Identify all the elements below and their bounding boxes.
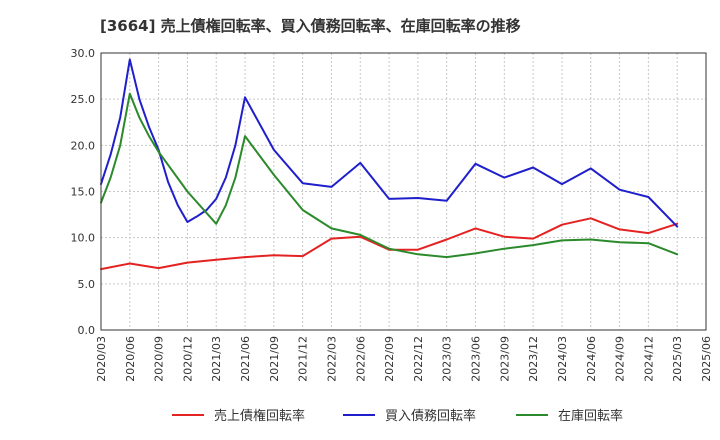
x-tick-label: 2024/06 xyxy=(585,336,598,382)
legend-label-1: 買入債務回転率 xyxy=(385,408,476,424)
x-tick-label: 2022/06 xyxy=(354,336,367,382)
x-tick-label: 2024/09 xyxy=(614,336,627,382)
x-tick-label: 2022/12 xyxy=(412,336,425,382)
x-tick-label: 2023/06 xyxy=(470,336,483,382)
y-tick-label: 5.0 xyxy=(78,278,96,291)
y-tick-label: 15.0 xyxy=(71,186,96,199)
y-tick-label: 30.0 xyxy=(71,47,96,60)
x-tick-label: 2024/03 xyxy=(556,336,569,382)
x-tick-label: 2023/09 xyxy=(498,336,511,382)
x-tick-label: 2021/09 xyxy=(268,336,281,382)
x-tick-label: 2021/06 xyxy=(239,336,252,382)
x-tick-label: 2023/12 xyxy=(527,336,540,382)
legend-label-0: 売上債権回転率 xyxy=(214,408,305,424)
x-tick-label: 2022/03 xyxy=(325,336,338,382)
x-tick-label: 2020/09 xyxy=(153,336,166,382)
x-axis: 2020/03 2020/06 2020/09 2020/12 2021/03 2021/… xyxy=(95,336,713,382)
x-tick-label: 2022/09 xyxy=(383,336,396,382)
legend: 売上債権回転率 買入債務回転率 在庫回転率 xyxy=(172,408,623,424)
x-tick-label: 2023/03 xyxy=(441,336,454,382)
series-line-2 xyxy=(100,92,679,259)
plot-frame xyxy=(100,52,707,331)
x-tick-label: 2020/06 xyxy=(124,336,137,382)
x-tick-label: 2021/03 xyxy=(210,336,223,382)
chart-title: [3664] 売上債権回転率、買入債務回転率、在庫回転率の推移 xyxy=(100,17,521,35)
x-tick-label: 2020/03 xyxy=(95,336,108,382)
y-tick-label: 25.0 xyxy=(71,93,96,106)
y-tick-label: 20.0 xyxy=(71,139,96,152)
x-tick-label: 2020/12 xyxy=(181,336,194,382)
series-lines xyxy=(100,58,679,271)
x-tick-label: 2025/06 xyxy=(700,336,713,382)
grid xyxy=(100,52,707,331)
y-tick-label: 0.0 xyxy=(78,324,96,337)
x-tick-label: 2021/12 xyxy=(297,336,310,382)
x-tick-label: 2024/12 xyxy=(642,336,655,382)
legend-label-2: 在庫回転率 xyxy=(558,408,623,424)
series-line-1 xyxy=(100,58,679,228)
y-axis: 0.0 5.0 10.0 15.0 20.0 25.0 30.0 xyxy=(71,47,96,337)
x-tick-label: 2025/03 xyxy=(671,336,684,382)
y-tick-label: 10.0 xyxy=(71,232,96,245)
